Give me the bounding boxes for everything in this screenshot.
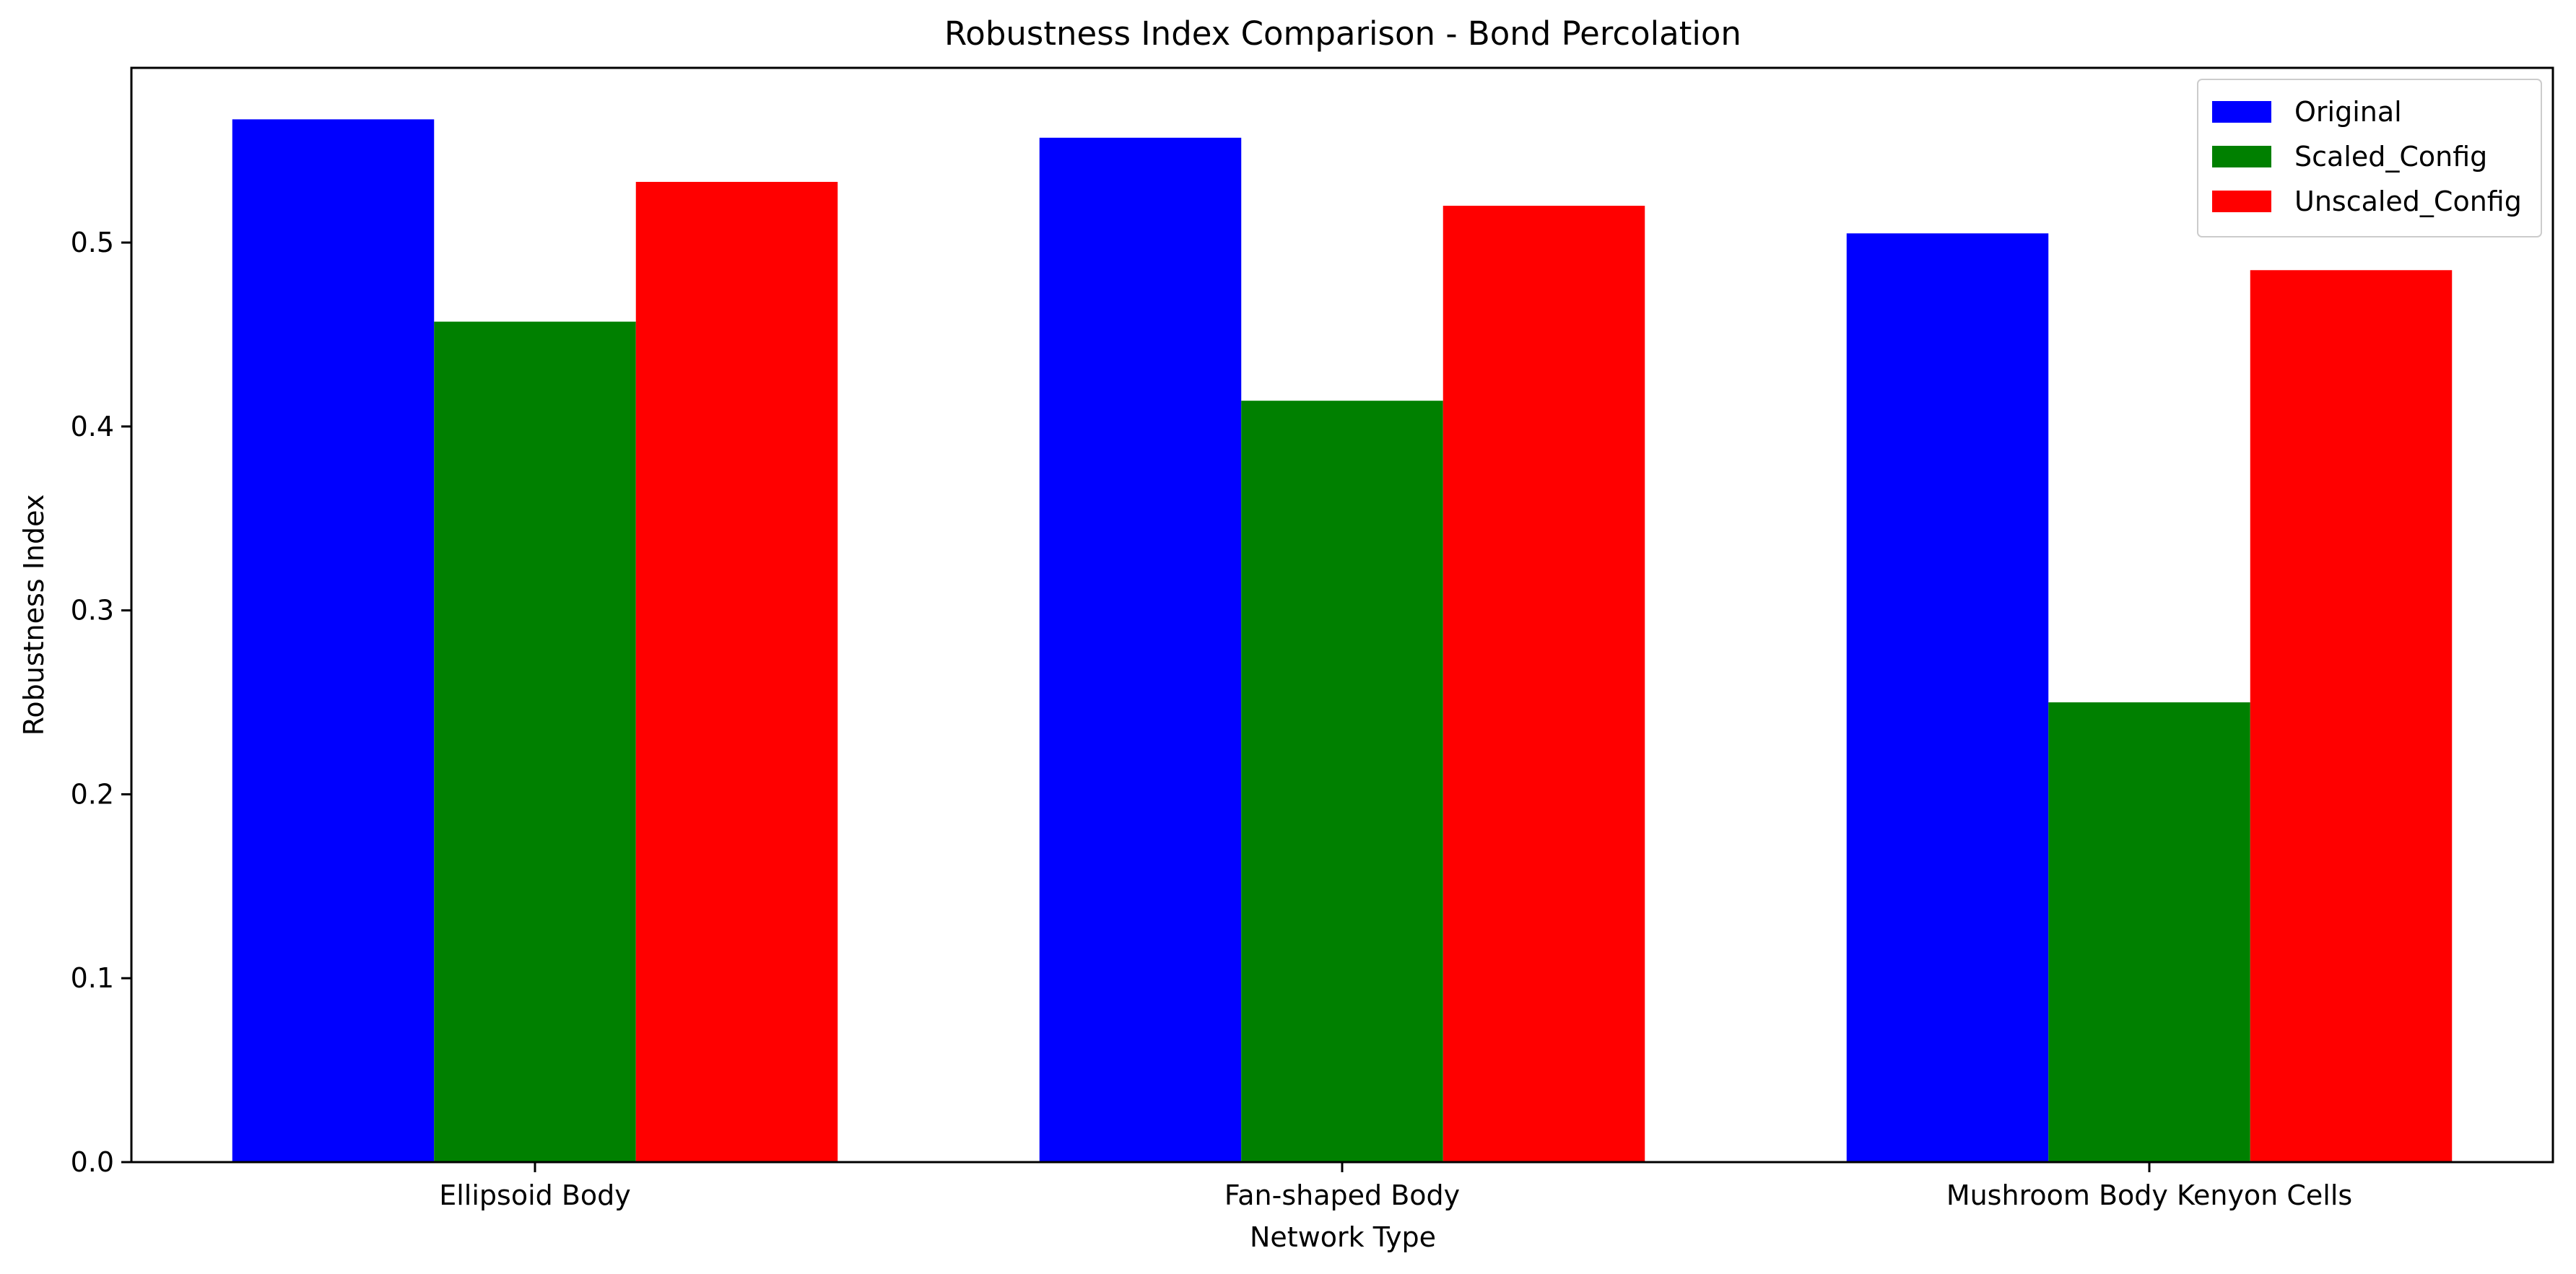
bar bbox=[1846, 233, 2049, 1162]
y-tick-label: 0.2 bbox=[71, 778, 114, 810]
bar bbox=[434, 321, 636, 1162]
y-tick-label: 0.4 bbox=[71, 411, 114, 442]
bar bbox=[232, 119, 435, 1162]
x-tick-label: Fan-shaped Body bbox=[1224, 1179, 1460, 1211]
bar bbox=[1443, 206, 1645, 1163]
bar bbox=[2048, 702, 2250, 1162]
y-tick-label: 0.3 bbox=[71, 595, 114, 627]
y-tick-label: 0.5 bbox=[71, 227, 114, 258]
bars-group bbox=[232, 119, 2453, 1163]
y-axis-label: Robustness Index bbox=[18, 494, 50, 736]
bar bbox=[1241, 401, 1443, 1163]
x-tick-label: Mushroom Body Kenyon Cells bbox=[1946, 1179, 2352, 1211]
plot-area: 0.0 0.1 0.2 0.3 0.4 0.5 Ellipsoid Body Fan-sha… bbox=[71, 66, 2554, 1211]
x-axis: Ellipsoid Body Fan-shaped Body Mushroom Bo… bbox=[439, 1162, 2352, 1211]
bar bbox=[635, 181, 838, 1163]
bar bbox=[1039, 137, 1242, 1162]
legend-swatch bbox=[2212, 191, 2271, 212]
legend-label: Scaled_Config bbox=[2294, 141, 2487, 173]
legend-swatch bbox=[2212, 101, 2271, 123]
y-axis: 0.0 0.1 0.2 0.3 0.4 0.5 bbox=[71, 227, 131, 1178]
chart-title: Robustness Index Comparison - Bond Perco… bbox=[944, 14, 1741, 53]
x-tick-label: Ellipsoid Body bbox=[439, 1179, 631, 1211]
y-tick-label: 0.1 bbox=[71, 962, 114, 994]
x-axis-label: Network Type bbox=[1250, 1221, 1436, 1253]
legend-label: Original bbox=[2294, 96, 2402, 128]
legend: Original Scaled_Config Unscaled_Config bbox=[2197, 79, 2542, 237]
bar bbox=[2250, 270, 2453, 1162]
y-tick-label: 0.0 bbox=[71, 1146, 114, 1178]
legend-label: Unscaled_Config bbox=[2294, 186, 2522, 217]
legend-swatch bbox=[2212, 146, 2271, 167]
legend-box bbox=[2197, 79, 2542, 237]
